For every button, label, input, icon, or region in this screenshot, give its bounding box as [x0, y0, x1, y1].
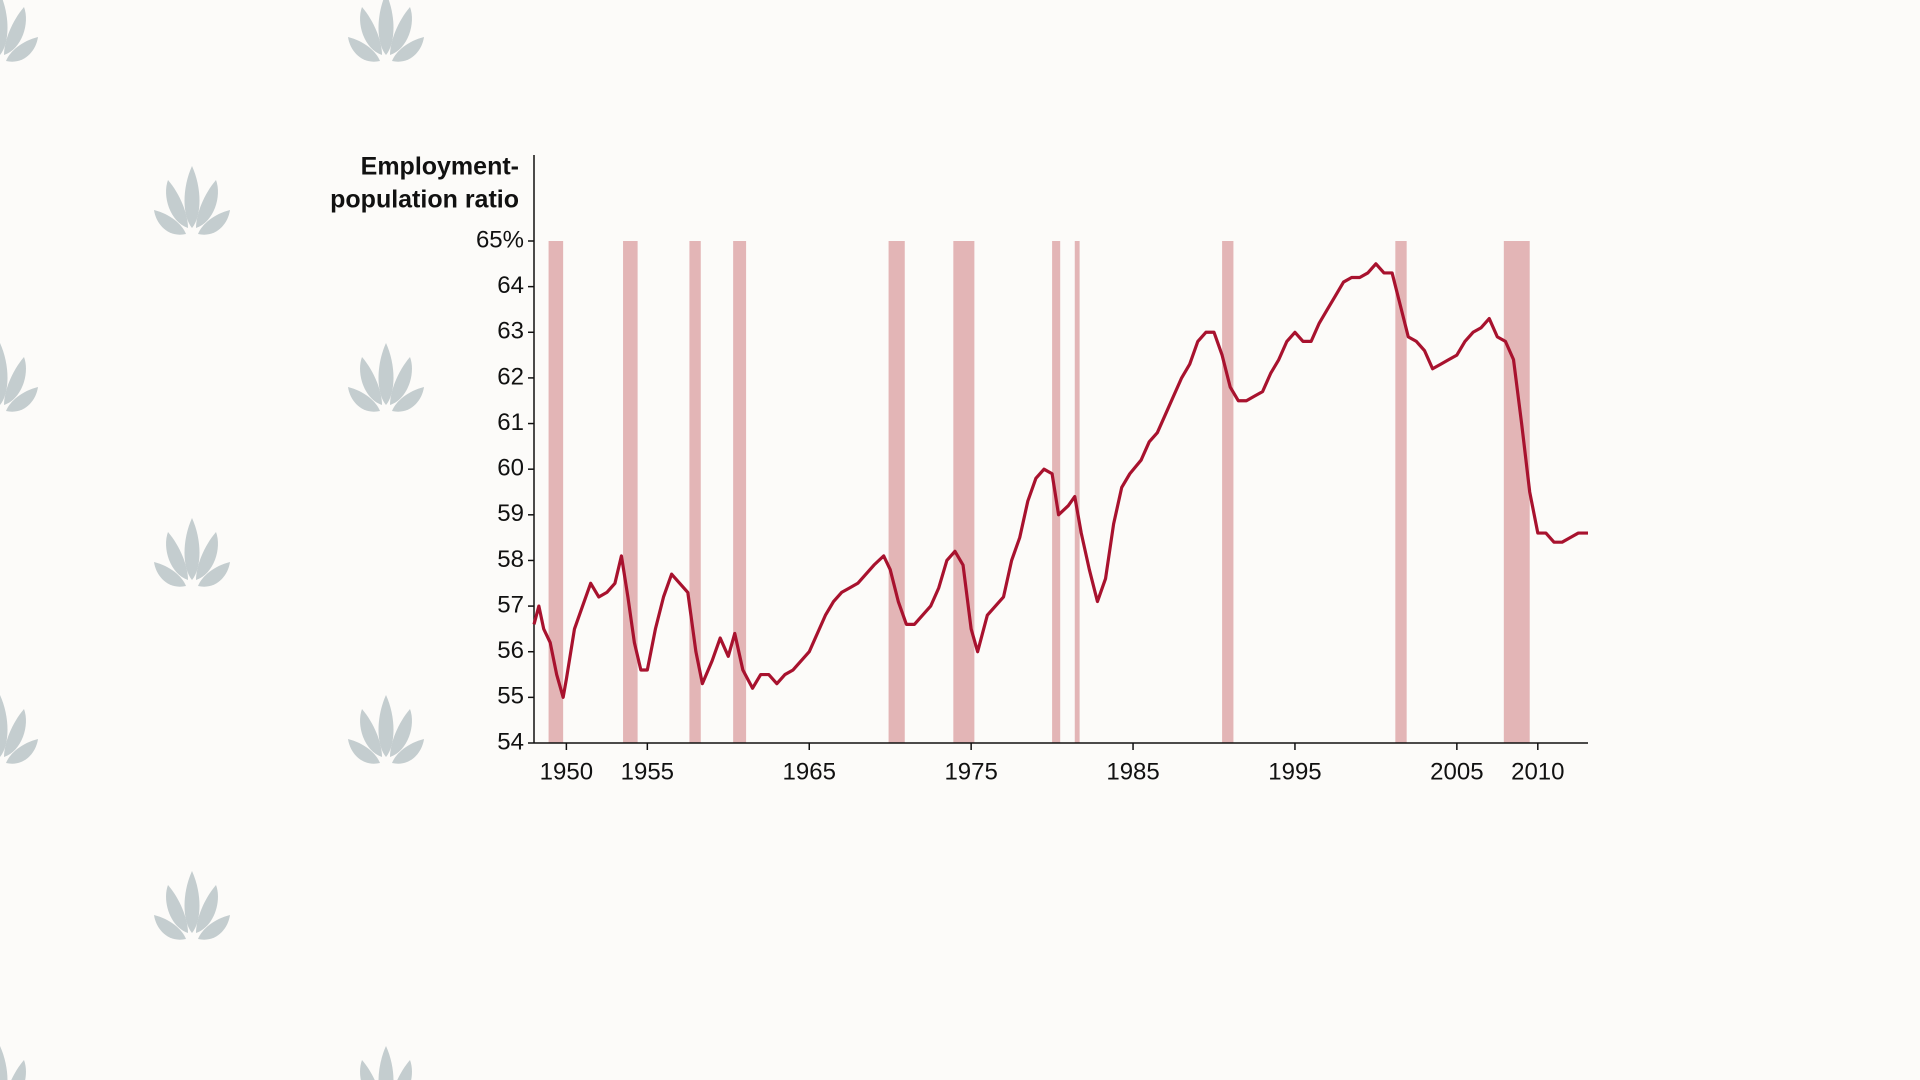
- y-tick-label: 65%: [476, 226, 524, 253]
- recession-band: [953, 241, 975, 743]
- recession-band: [1074, 241, 1080, 743]
- recession-band: [623, 241, 638, 743]
- recession-band: [1395, 241, 1407, 743]
- y-tick-label: 63: [497, 318, 524, 345]
- data-line: [532, 262, 1588, 699]
- y-axis-label: Employment-: [361, 153, 519, 181]
- x-tick-label: 2005: [1430, 758, 1483, 785]
- recession-band: [733, 241, 747, 743]
- y-axis-label: population ratio: [330, 186, 519, 214]
- recession-band: [888, 241, 905, 743]
- x-tick-label: 1955: [621, 758, 674, 785]
- y-tick-label: 58: [497, 546, 524, 573]
- recession-band: [689, 241, 701, 743]
- x-tick-label: 1985: [1106, 758, 1159, 785]
- y-tick-label: 61: [497, 409, 524, 436]
- y-tick-label: 62: [497, 363, 524, 390]
- y-tick-label: 60: [497, 455, 524, 482]
- x-tick-label: 1950: [540, 758, 593, 785]
- recession-band: [1222, 241, 1234, 743]
- y-tick-label: 55: [497, 683, 524, 710]
- recession-band: [548, 241, 564, 743]
- x-tick-label: 1965: [783, 758, 836, 785]
- y-tick-label: 57: [497, 591, 524, 618]
- y-tick-label: 54: [497, 728, 524, 755]
- y-tick-label: 59: [497, 500, 524, 527]
- x-tick-label: 1995: [1268, 758, 1321, 785]
- plot: Employment-population ratio 54 55 56 57 58 59 6…: [330, 153, 1588, 785]
- y-tick-label: 56: [497, 637, 524, 664]
- recession-band: [1503, 241, 1530, 743]
- x-tick-label: 1975: [944, 758, 997, 785]
- y-tick-label: 64: [497, 272, 524, 299]
- x-tick-label: 2010: [1511, 758, 1564, 785]
